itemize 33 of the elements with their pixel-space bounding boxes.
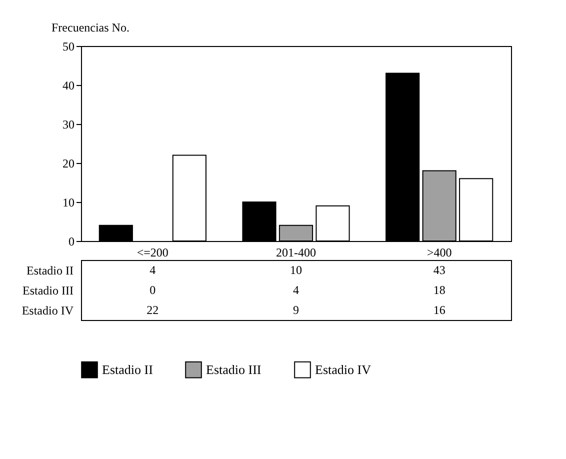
text: Estadio IV	[22, 304, 74, 318]
data-label: 4	[293, 283, 299, 297]
bar	[459, 178, 494, 242]
legend-label: Estadio II	[102, 362, 153, 377]
bar	[386, 72, 420, 242]
y-tick-label: 20	[62, 156, 74, 170]
data-label: 16	[433, 303, 446, 317]
legend-label: Estadio III	[206, 362, 262, 377]
data-label: 43	[433, 263, 446, 277]
legend-label: Estadio IV	[315, 362, 372, 377]
y-tick-label: 50	[62, 40, 74, 54]
data-label: 4	[150, 263, 156, 277]
bar	[278, 224, 314, 242]
x-tick-label: 201-400	[276, 246, 316, 260]
data-label: 18	[433, 283, 446, 297]
bar	[316, 205, 350, 242]
bar	[172, 154, 206, 242]
y-axis-title: Frecuencias No.	[52, 20, 130, 34]
x-tick-label: >400	[426, 246, 452, 260]
y-tick-label: 10	[62, 196, 74, 210]
data-label: 10	[290, 263, 302, 277]
x-tick-label: <=200	[136, 246, 168, 260]
y-tick-label: 30	[62, 118, 74, 132]
data-label: 0	[150, 283, 156, 297]
bar	[422, 170, 456, 242]
text: Estadio III	[22, 284, 74, 298]
y-tick-label: 0	[68, 234, 74, 248]
data-label: 9	[293, 303, 299, 317]
data-label: 22	[146, 303, 159, 317]
bar	[98, 224, 133, 242]
y-tick-label: 40	[62, 78, 74, 92]
bar	[242, 202, 276, 242]
text: Estadio II	[26, 264, 74, 278]
